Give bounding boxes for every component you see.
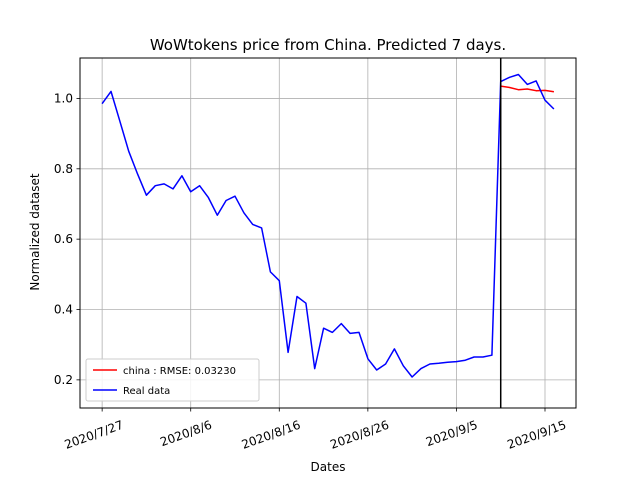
series-line-prediction <box>500 85 555 93</box>
y-tick-label: 0.8 <box>54 162 73 176</box>
x-tick-label: 2020/8/26 <box>328 418 391 452</box>
x-tick-label: 2020/7/27 <box>63 418 126 452</box>
chart-title: WoWtokens price from China. Predicted 7 … <box>150 36 506 54</box>
plot-frame <box>79 57 577 409</box>
legend: china : RMSE: 0.03230 Real data <box>85 358 260 402</box>
y-tick-label: 1.0 <box>54 91 73 105</box>
series-line-real-data <box>101 73 555 378</box>
y-tick-label: 0.2 <box>54 373 73 387</box>
y-tick-label: 0.4 <box>54 303 73 317</box>
legend-label-real-data: Real data <box>123 386 170 397</box>
x-axis-label: Dates <box>311 460 346 474</box>
x-tick-label: 2020/8/16 <box>240 418 303 452</box>
legend-box <box>85 358 260 402</box>
y-axis-label: Normalized dataset <box>28 173 42 291</box>
series-lines <box>101 73 555 378</box>
x-tick-label: 2020/9/5 <box>424 418 479 450</box>
y-tick-label: 0.6 <box>54 232 73 246</box>
y-axis-ticks: 0.2 0.4 0.6 0.8 1.0 <box>54 91 80 387</box>
grid-lines <box>80 58 576 408</box>
x-tick-label: 2020/9/15 <box>505 418 568 452</box>
legend-label-prediction: china : RMSE: 0.03230 <box>123 366 236 377</box>
x-axis-ticks: 2020/7/27 2020/8/6 2020/8/16 2020/8/26 2020/… <box>63 408 568 452</box>
x-tick-label: 2020/8/6 <box>158 418 213 450</box>
